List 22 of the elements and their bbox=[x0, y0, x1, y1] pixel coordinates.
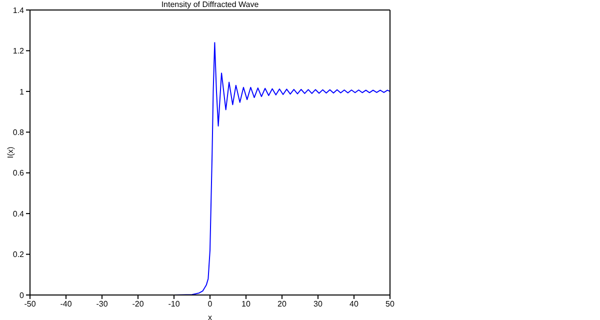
x-tick-label: -50 bbox=[24, 300, 36, 309]
y-tick-label: 0.2 bbox=[12, 250, 25, 260]
x-tick-label: 30 bbox=[314, 300, 323, 309]
x-tick-label: 20 bbox=[278, 300, 287, 309]
y-tick-label: 0.6 bbox=[12, 168, 25, 178]
x-tick-label: -10 bbox=[168, 300, 180, 309]
x-tick-label: -40 bbox=[60, 300, 72, 309]
y-tick-label: 1.4 bbox=[12, 6, 25, 15]
x-tick-label: 10 bbox=[242, 300, 251, 309]
y-axis-title: I(x) bbox=[6, 146, 15, 158]
y-tick-label: 1 bbox=[20, 87, 25, 96]
x-tick-label: -20 bbox=[132, 300, 144, 309]
chart-title: Intensity of Diffracted Wave bbox=[160, 0, 260, 9]
y-tick-label: 0.8 bbox=[12, 128, 25, 137]
y-tick-label: 0.4 bbox=[12, 209, 25, 218]
x-axis-title: x bbox=[208, 313, 212, 320]
x-tick-label: 0 bbox=[208, 300, 213, 309]
x-tick-label: 50 bbox=[386, 300, 395, 309]
y-tick-label: 1.2 bbox=[12, 46, 25, 56]
x-tick-label: 40 bbox=[350, 300, 359, 309]
x-tick-label: -30 bbox=[96, 300, 108, 309]
y-tick-label: 0 bbox=[20, 290, 25, 300]
